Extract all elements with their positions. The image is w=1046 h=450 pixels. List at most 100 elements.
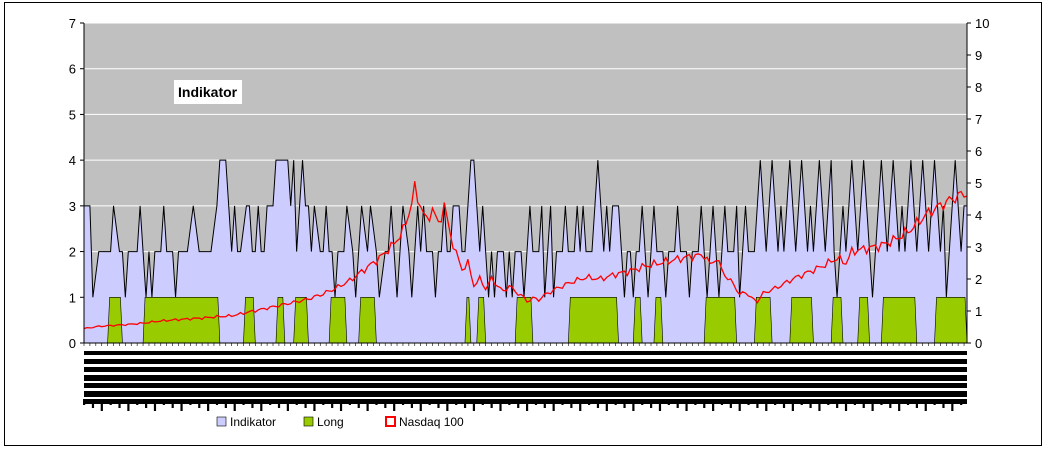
- x-tick-labels-band: [84, 383, 967, 388]
- x-tick-label-stub: [91, 399, 95, 408]
- x-tick-label-stub: [437, 399, 440, 408]
- x-tick-label-stub: [667, 399, 670, 405]
- x-tick-label-stub: [738, 399, 741, 411]
- x-tick-label-stub: [782, 399, 786, 408]
- legend: Indikator Long Nasdaq 100: [216, 415, 464, 429]
- x-tick-label-stub: [543, 399, 546, 408]
- x-tick-label-stub: [419, 399, 422, 411]
- x-tick-labels-band: [84, 399, 967, 404]
- x-tick-label-stub: [410, 399, 414, 408]
- x-tick-label-stub: [277, 399, 281, 408]
- x-tick-labels-band: [84, 391, 967, 397]
- indikator-outline: [84, 159, 967, 298]
- x-tick-label-stub: [171, 399, 174, 408]
- x-tick-label-stub: [951, 399, 954, 411]
- y-right-tick-label: 10: [975, 16, 989, 31]
- y-right-tick-label: 3: [975, 240, 982, 255]
- x-tick-label-stub: [898, 399, 901, 411]
- x-tick-label-stub: [508, 399, 511, 405]
- x-tick-label-stub: [339, 399, 343, 411]
- x-tick-label-stub: [525, 399, 529, 411]
- chart: 0 1 2 3 4 5 6 7 0 1 2 3 4 5 6 7 8 9 10 Indikator Indikato…: [69, 16, 990, 429]
- x-tick-label-stub: [490, 399, 493, 408]
- x-tick-label-stub: [455, 399, 458, 405]
- x-tick-label-stub: [118, 399, 121, 408]
- x-tick-label-stub: [136, 399, 139, 405]
- x-tick-labels-band: [84, 351, 967, 355]
- chart-title-box: Indikator: [174, 80, 242, 104]
- x-tick-label-stub: [889, 399, 892, 408]
- x-tick-label-stub: [357, 399, 360, 408]
- x-tick-label-stub: [331, 399, 334, 408]
- series-long: [107, 296, 968, 344]
- x-tick-label-stub: [109, 399, 112, 405]
- x-tick-label-stub: [871, 399, 874, 411]
- x-tick-label-stub: [189, 399, 192, 405]
- x-tick-label-stub: [286, 399, 289, 411]
- x-tick-label-stub: [517, 399, 520, 408]
- x-tick-label-stub: [960, 399, 963, 405]
- long-segment: [754, 296, 773, 344]
- y-left-tick-label: 2: [69, 245, 76, 260]
- y-right-tick-label: 4: [975, 208, 982, 223]
- x-tick-label-stub: [676, 399, 679, 408]
- x-tick-label-stub: [818, 399, 821, 411]
- long-segment: [830, 296, 844, 344]
- x-tick-label-stub: [153, 399, 157, 411]
- x-tick-label-stub: [836, 399, 839, 408]
- y-right-tick-label: 9: [975, 48, 982, 63]
- x-tick-label-stub: [570, 399, 573, 408]
- x-tick-label-stub: [224, 399, 227, 408]
- long-segment: [107, 296, 123, 344]
- x-tick-label-stub: [481, 399, 484, 405]
- x-tick-label-stub: [233, 399, 236, 411]
- x-tick-label-stub: [463, 399, 467, 408]
- x-tick-label-stub: [100, 399, 103, 411]
- y-right-tick-label: 5: [975, 176, 982, 191]
- x-tick-label-stub: [587, 399, 591, 405]
- x-tick-label-stub: [703, 399, 706, 408]
- x-tick-label-stub: [685, 399, 688, 411]
- y-left-tick-label: 1: [69, 290, 76, 305]
- x-tick-label-stub: [534, 399, 538, 405]
- x-tick-label-stub: [145, 399, 148, 408]
- x-tick-label-stub: [853, 399, 856, 405]
- long-segment: [514, 296, 534, 344]
- x-axis: [83, 342, 967, 411]
- x-tick-label-stub: [472, 399, 476, 411]
- nasdaq-line: [83, 181, 968, 330]
- x-tick-label-stub: [650, 399, 653, 408]
- x-tick-label-stub: [295, 399, 298, 405]
- series-nasdaq: [83, 181, 968, 330]
- long-segment: [857, 296, 870, 344]
- x-tick-label-stub: [596, 399, 600, 408]
- x-tick-label-stub: [428, 399, 431, 405]
- x-tick-label-stub: [366, 399, 369, 411]
- legend-label: Nasdaq 100: [399, 415, 464, 429]
- y-left-tick-label: 4: [69, 153, 76, 168]
- x-tick-label-stub: [242, 399, 245, 405]
- x-tick-label-stub: [162, 399, 165, 405]
- x-tick-labels-band: [84, 359, 967, 364]
- x-tick-label-stub: [561, 399, 564, 405]
- x-tick-label-stub: [747, 399, 750, 405]
- y-axis-left: 0 1 2 3 4 5 6 7: [69, 16, 85, 351]
- y-left-tick-label: 7: [69, 16, 76, 31]
- long-segment: [934, 296, 968, 344]
- x-tick-label-stub: [906, 399, 910, 405]
- x-tick-labels-band: [84, 375, 967, 381]
- x-tick-label-stub: [375, 399, 378, 405]
- x-tick-label-stub: [260, 399, 263, 411]
- legend-swatch-long: [303, 416, 314, 427]
- x-tick-label-stub: [915, 399, 918, 408]
- x-tick-label-stub: [393, 399, 396, 411]
- x-tick-label-stub: [446, 399, 449, 411]
- x-tick-label-stub: [83, 399, 86, 405]
- x-tick-label-stub: [658, 399, 662, 411]
- long-segment: [142, 296, 221, 344]
- x-tick-label-stub: [862, 399, 865, 408]
- x-tick-label-stub: [809, 399, 812, 408]
- long-segment: [243, 296, 256, 344]
- x-tick-label-stub: [251, 399, 254, 408]
- x-tick-label-stub: [207, 399, 210, 411]
